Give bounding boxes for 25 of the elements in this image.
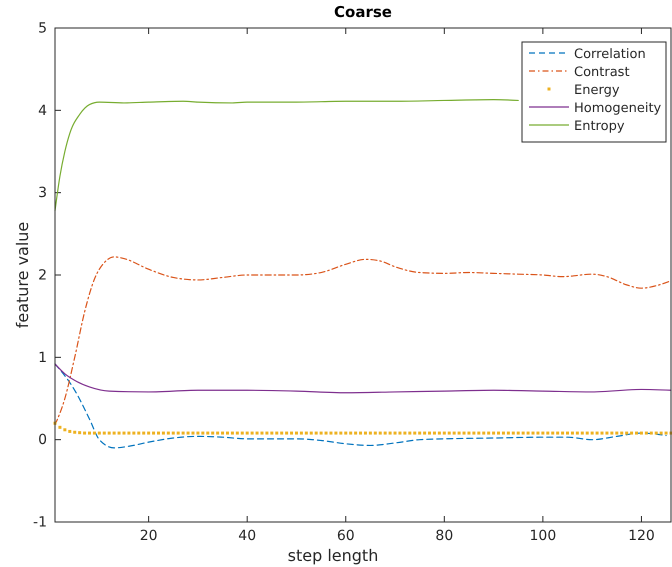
y-tick-label: 3: [38, 185, 47, 202]
legend-label: Entropy: [574, 119, 625, 134]
line-series: [54, 99, 519, 212]
y-tick-label: 5: [38, 20, 47, 36]
x-tick-label: 40: [238, 528, 256, 544]
y-axis-title: feature value: [13, 222, 32, 328]
x-tick-label: 80: [435, 528, 454, 544]
legend-label: Correlation: [574, 47, 646, 62]
y-tick-label: 0: [38, 432, 47, 448]
line-series: [54, 256, 672, 426]
line-series: [54, 363, 667, 448]
y-tick-label: 4: [38, 102, 48, 119]
chart-title: Coarse: [334, 3, 392, 21]
x-tick-label: 100: [530, 528, 556, 544]
y-tick-label: 1: [38, 350, 47, 366]
y-tick-label: -1: [33, 514, 47, 530]
legend-label: Contrast: [574, 65, 630, 80]
legend-label: Energy: [574, 83, 620, 98]
legend-label: Homogeneity: [574, 101, 662, 116]
x-axis-title: step length: [288, 546, 378, 565]
line-series: [54, 363, 672, 394]
y-tick-label: 2: [38, 267, 47, 284]
x-tick-label: 120: [628, 528, 655, 544]
x-tick-label: 20: [140, 528, 158, 544]
x-tick-label: 60: [336, 528, 355, 544]
